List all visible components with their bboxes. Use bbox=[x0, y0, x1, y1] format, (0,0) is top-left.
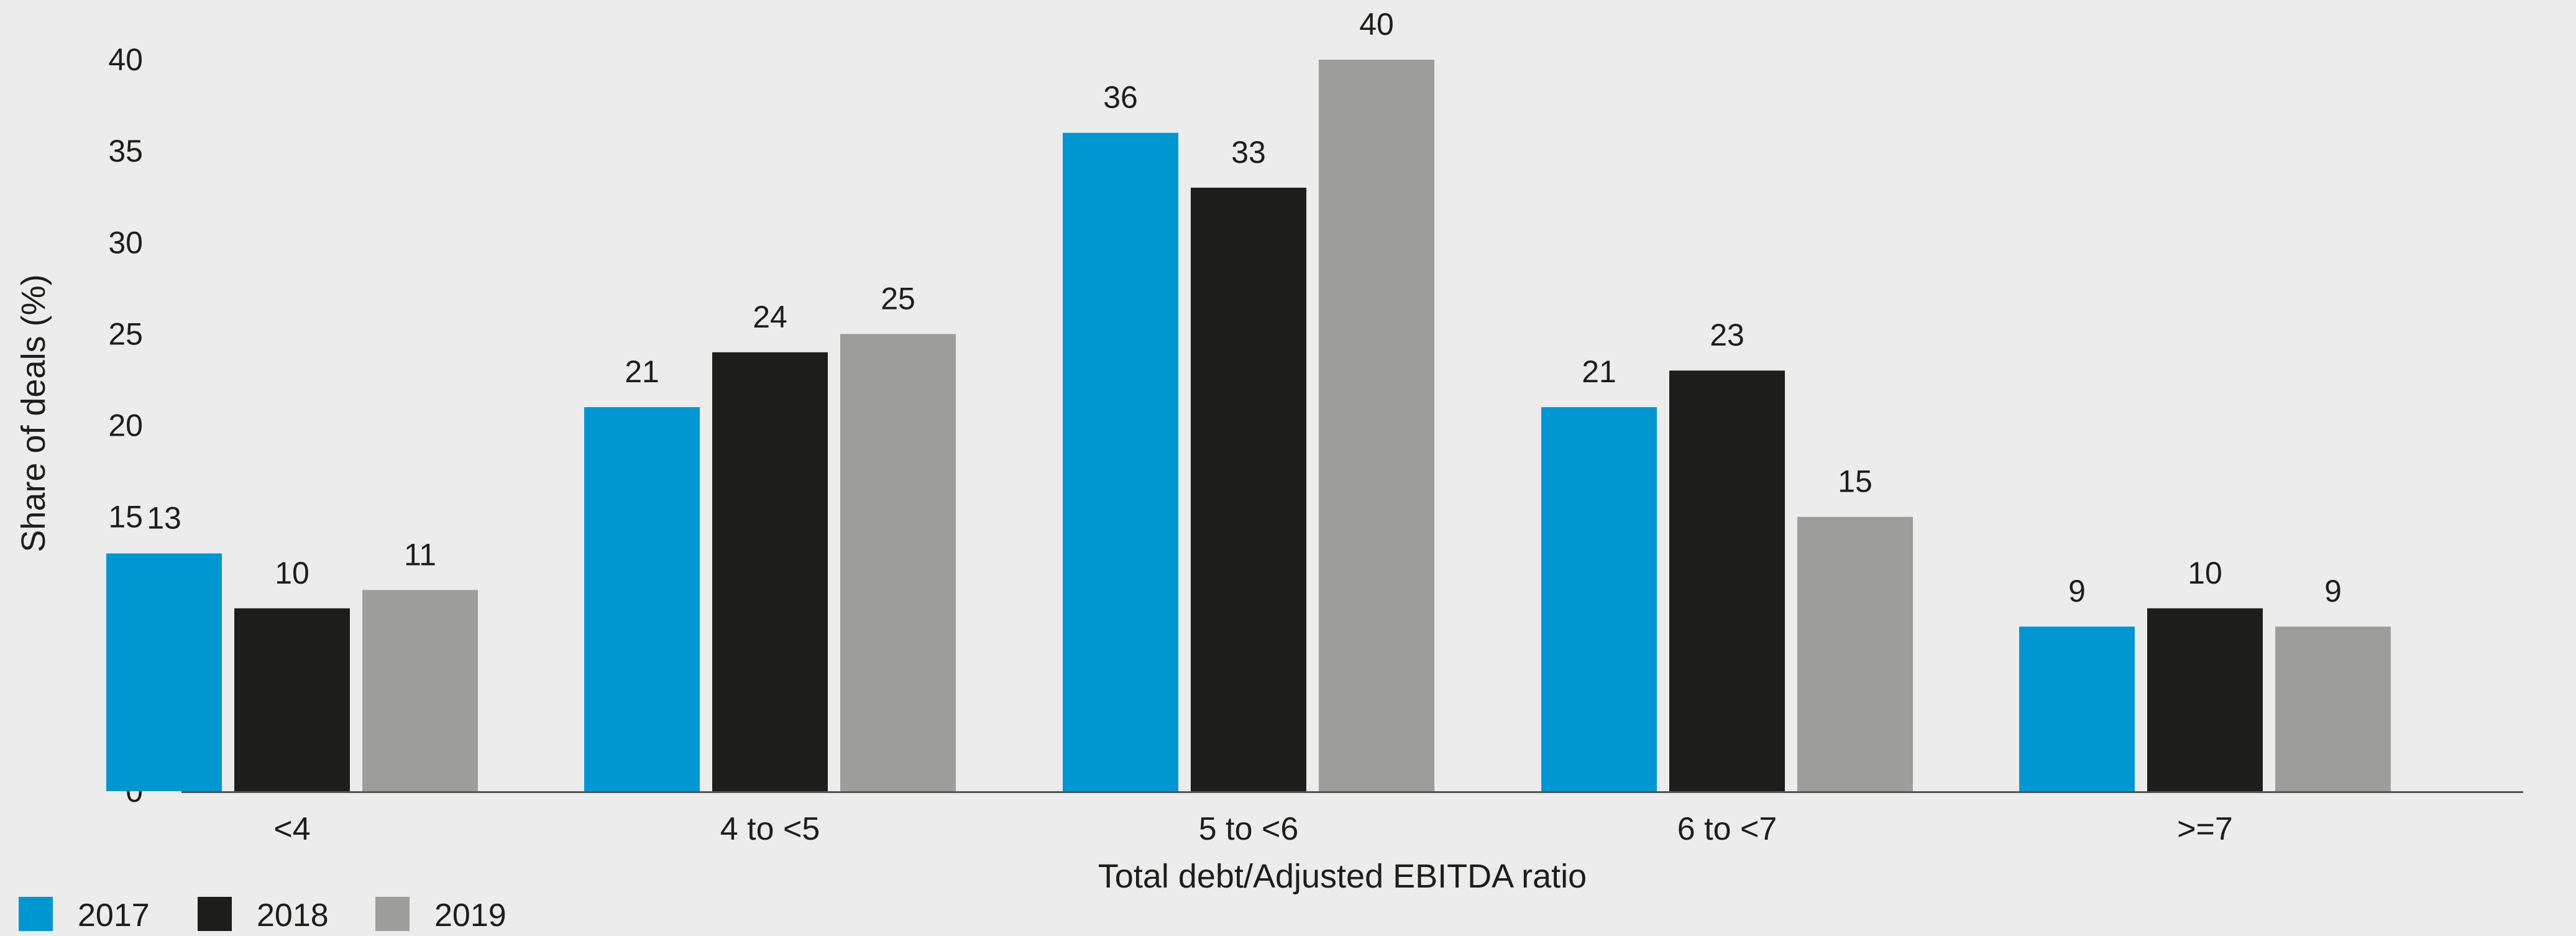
bar-2017 bbox=[2019, 626, 2135, 791]
data-label: 13 bbox=[147, 500, 181, 535]
data-labels-group: 13 10 11 21 24 25 36 33 40 21 23 15 9 10 9 bbox=[147, 7, 2342, 608]
data-label: 24 bbox=[753, 300, 787, 334]
y-tick-label: 25 bbox=[108, 316, 143, 351]
bar-2019 bbox=[362, 590, 478, 791]
x-category-label: 6 to <7 bbox=[1677, 811, 1777, 847]
bar-series-group bbox=[106, 60, 2391, 792]
x-category-label: 4 to <5 bbox=[720, 811, 820, 847]
legend: 2017 2018 2019 bbox=[19, 897, 506, 934]
bar-2018 bbox=[234, 608, 350, 791]
x-axis-title: Total debt/Adjusted EBITDA ratio bbox=[1098, 858, 1587, 895]
bar-2018 bbox=[2147, 608, 2263, 791]
legend-label: 2018 bbox=[257, 897, 329, 933]
bar-2018 bbox=[712, 352, 828, 791]
x-category-label: >=7 bbox=[2177, 811, 2233, 847]
y-tick-label: 15 bbox=[108, 500, 143, 535]
data-label: 9 bbox=[2068, 574, 2086, 608]
data-label: 9 bbox=[2324, 574, 2342, 608]
bar-2017 bbox=[1063, 132, 1178, 792]
y-axis-title: Share of deals (%) bbox=[15, 274, 52, 552]
data-label: 11 bbox=[404, 537, 436, 572]
legend-swatch-2018 bbox=[198, 897, 232, 931]
y-tick-label: 30 bbox=[108, 225, 143, 260]
legend-swatch-2019 bbox=[375, 897, 410, 931]
data-label: 21 bbox=[625, 354, 659, 389]
bar-2017 bbox=[1541, 407, 1657, 791]
bar-2019 bbox=[1319, 60, 1434, 791]
bar-2017 bbox=[106, 553, 222, 791]
data-label: 40 bbox=[1359, 7, 1394, 42]
data-label: 15 bbox=[1838, 464, 1872, 499]
x-category-label: 5 to <6 bbox=[1199, 811, 1298, 847]
legend-swatch-2017 bbox=[19, 897, 53, 931]
bar-2019 bbox=[840, 334, 956, 791]
data-label: 25 bbox=[881, 281, 915, 316]
y-tick-label: 40 bbox=[108, 42, 143, 77]
data-label: 23 bbox=[1710, 318, 1744, 352]
legend-label: 2017 bbox=[78, 897, 150, 933]
legend-label: 2019 bbox=[434, 897, 506, 933]
y-tick-label: 35 bbox=[108, 134, 143, 168]
bar-2019 bbox=[2275, 626, 2391, 791]
bar-2018 bbox=[1669, 370, 1785, 791]
y-tick-label: 20 bbox=[108, 408, 143, 443]
bar-2019 bbox=[1797, 516, 1913, 791]
data-label: 33 bbox=[1231, 135, 1266, 170]
data-label: 10 bbox=[275, 556, 309, 590]
data-label: 36 bbox=[1103, 80, 1138, 115]
x-axis-category-labels: <4 4 to <5 5 to <6 6 to <7 >=7 bbox=[273, 811, 2232, 847]
bar-2017 bbox=[584, 407, 700, 791]
data-label: 10 bbox=[2188, 556, 2222, 590]
x-category-label: <4 bbox=[273, 811, 310, 847]
bar-2018 bbox=[1191, 187, 1306, 792]
data-label: 21 bbox=[1582, 354, 1616, 389]
